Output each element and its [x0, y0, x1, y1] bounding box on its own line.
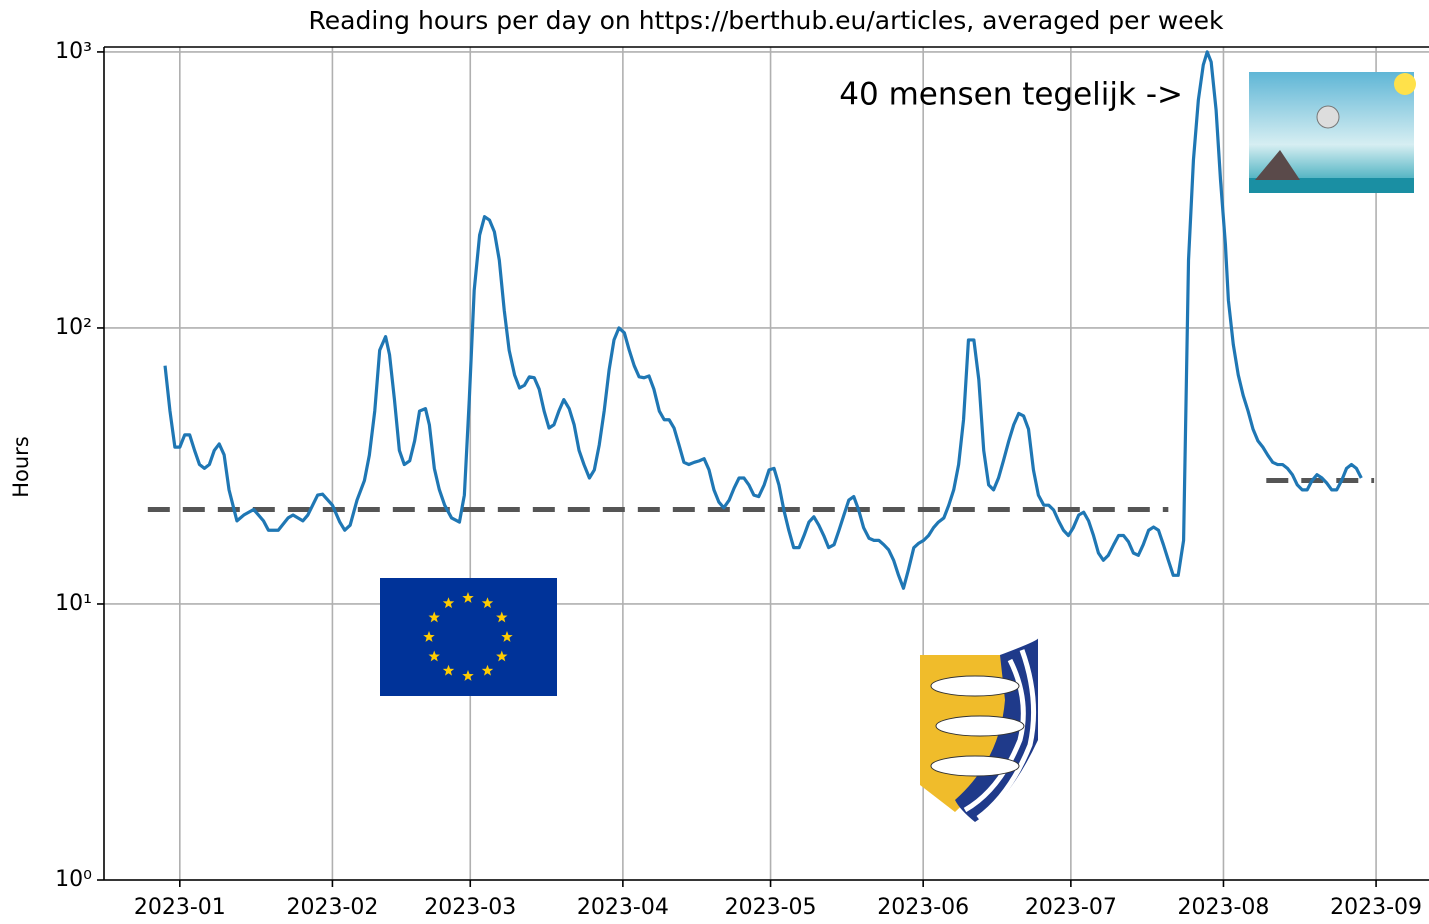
y-tick-label: 10³ — [55, 39, 92, 64]
x-tick-label: 2023-05 — [725, 895, 817, 920]
x-tick-label: 2023-06 — [877, 895, 969, 920]
fish — [931, 676, 1019, 696]
x-tick-label: 2023-08 — [1178, 895, 1270, 920]
shield-image — [920, 638, 1038, 822]
y-axis-label: Hours — [9, 436, 33, 498]
y-tick-label: 10² — [55, 315, 92, 340]
x-tick-label: 2023-09 — [1330, 895, 1422, 920]
fish — [931, 756, 1019, 776]
y-tick-label: 10⁰ — [55, 867, 92, 892]
x-tick-label: 2023-03 — [424, 895, 516, 920]
x-tick-label: 2023-01 — [134, 895, 226, 920]
fish — [936, 716, 1024, 736]
sun — [1394, 73, 1416, 95]
eu-flag-image — [380, 578, 557, 696]
x-tick-label: 2023-07 — [1025, 895, 1117, 920]
x-tick-label: 2023-04 — [577, 895, 669, 920]
chart-title: Reading hours per day on https://berthub… — [309, 6, 1224, 35]
y-tick-label: 10¹ — [55, 591, 92, 616]
chart: Reading hours per day on https://berthub… — [0, 0, 1429, 920]
x-tick-label: 2023-02 — [286, 895, 378, 920]
grid — [104, 47, 1429, 880]
balloon — [1317, 106, 1339, 128]
annotation: 40 mensen tegelijk -> — [839, 77, 1183, 113]
climate-image — [1249, 72, 1416, 193]
climate-sea — [1249, 178, 1414, 193]
